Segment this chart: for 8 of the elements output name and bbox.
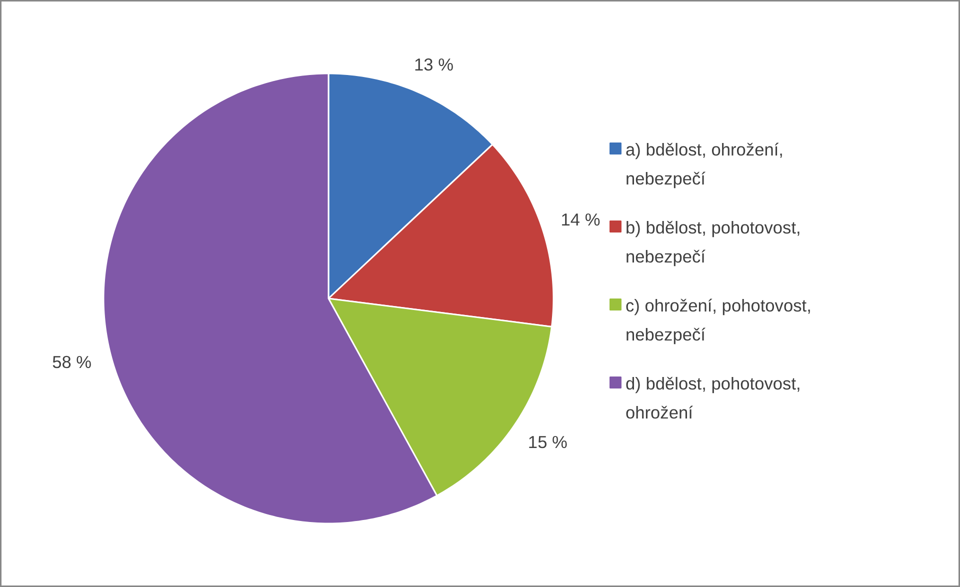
data-label: 58 %	[52, 352, 92, 372]
legend-label: c) ohrožení, pohotovost, nebezpečí	[626, 296, 812, 344]
data-label: 13 %	[414, 54, 454, 74]
data-label: 15 %	[528, 432, 568, 452]
legend-label: b) bdělost, pohotovost, nebezpečí	[626, 218, 801, 266]
legend-label: a) bdělost, ohrožení, nebezpečí	[626, 140, 784, 188]
data-label: 14 %	[560, 210, 600, 230]
legend-label: d) bdělost, pohotovost, ohrožení	[626, 374, 801, 422]
